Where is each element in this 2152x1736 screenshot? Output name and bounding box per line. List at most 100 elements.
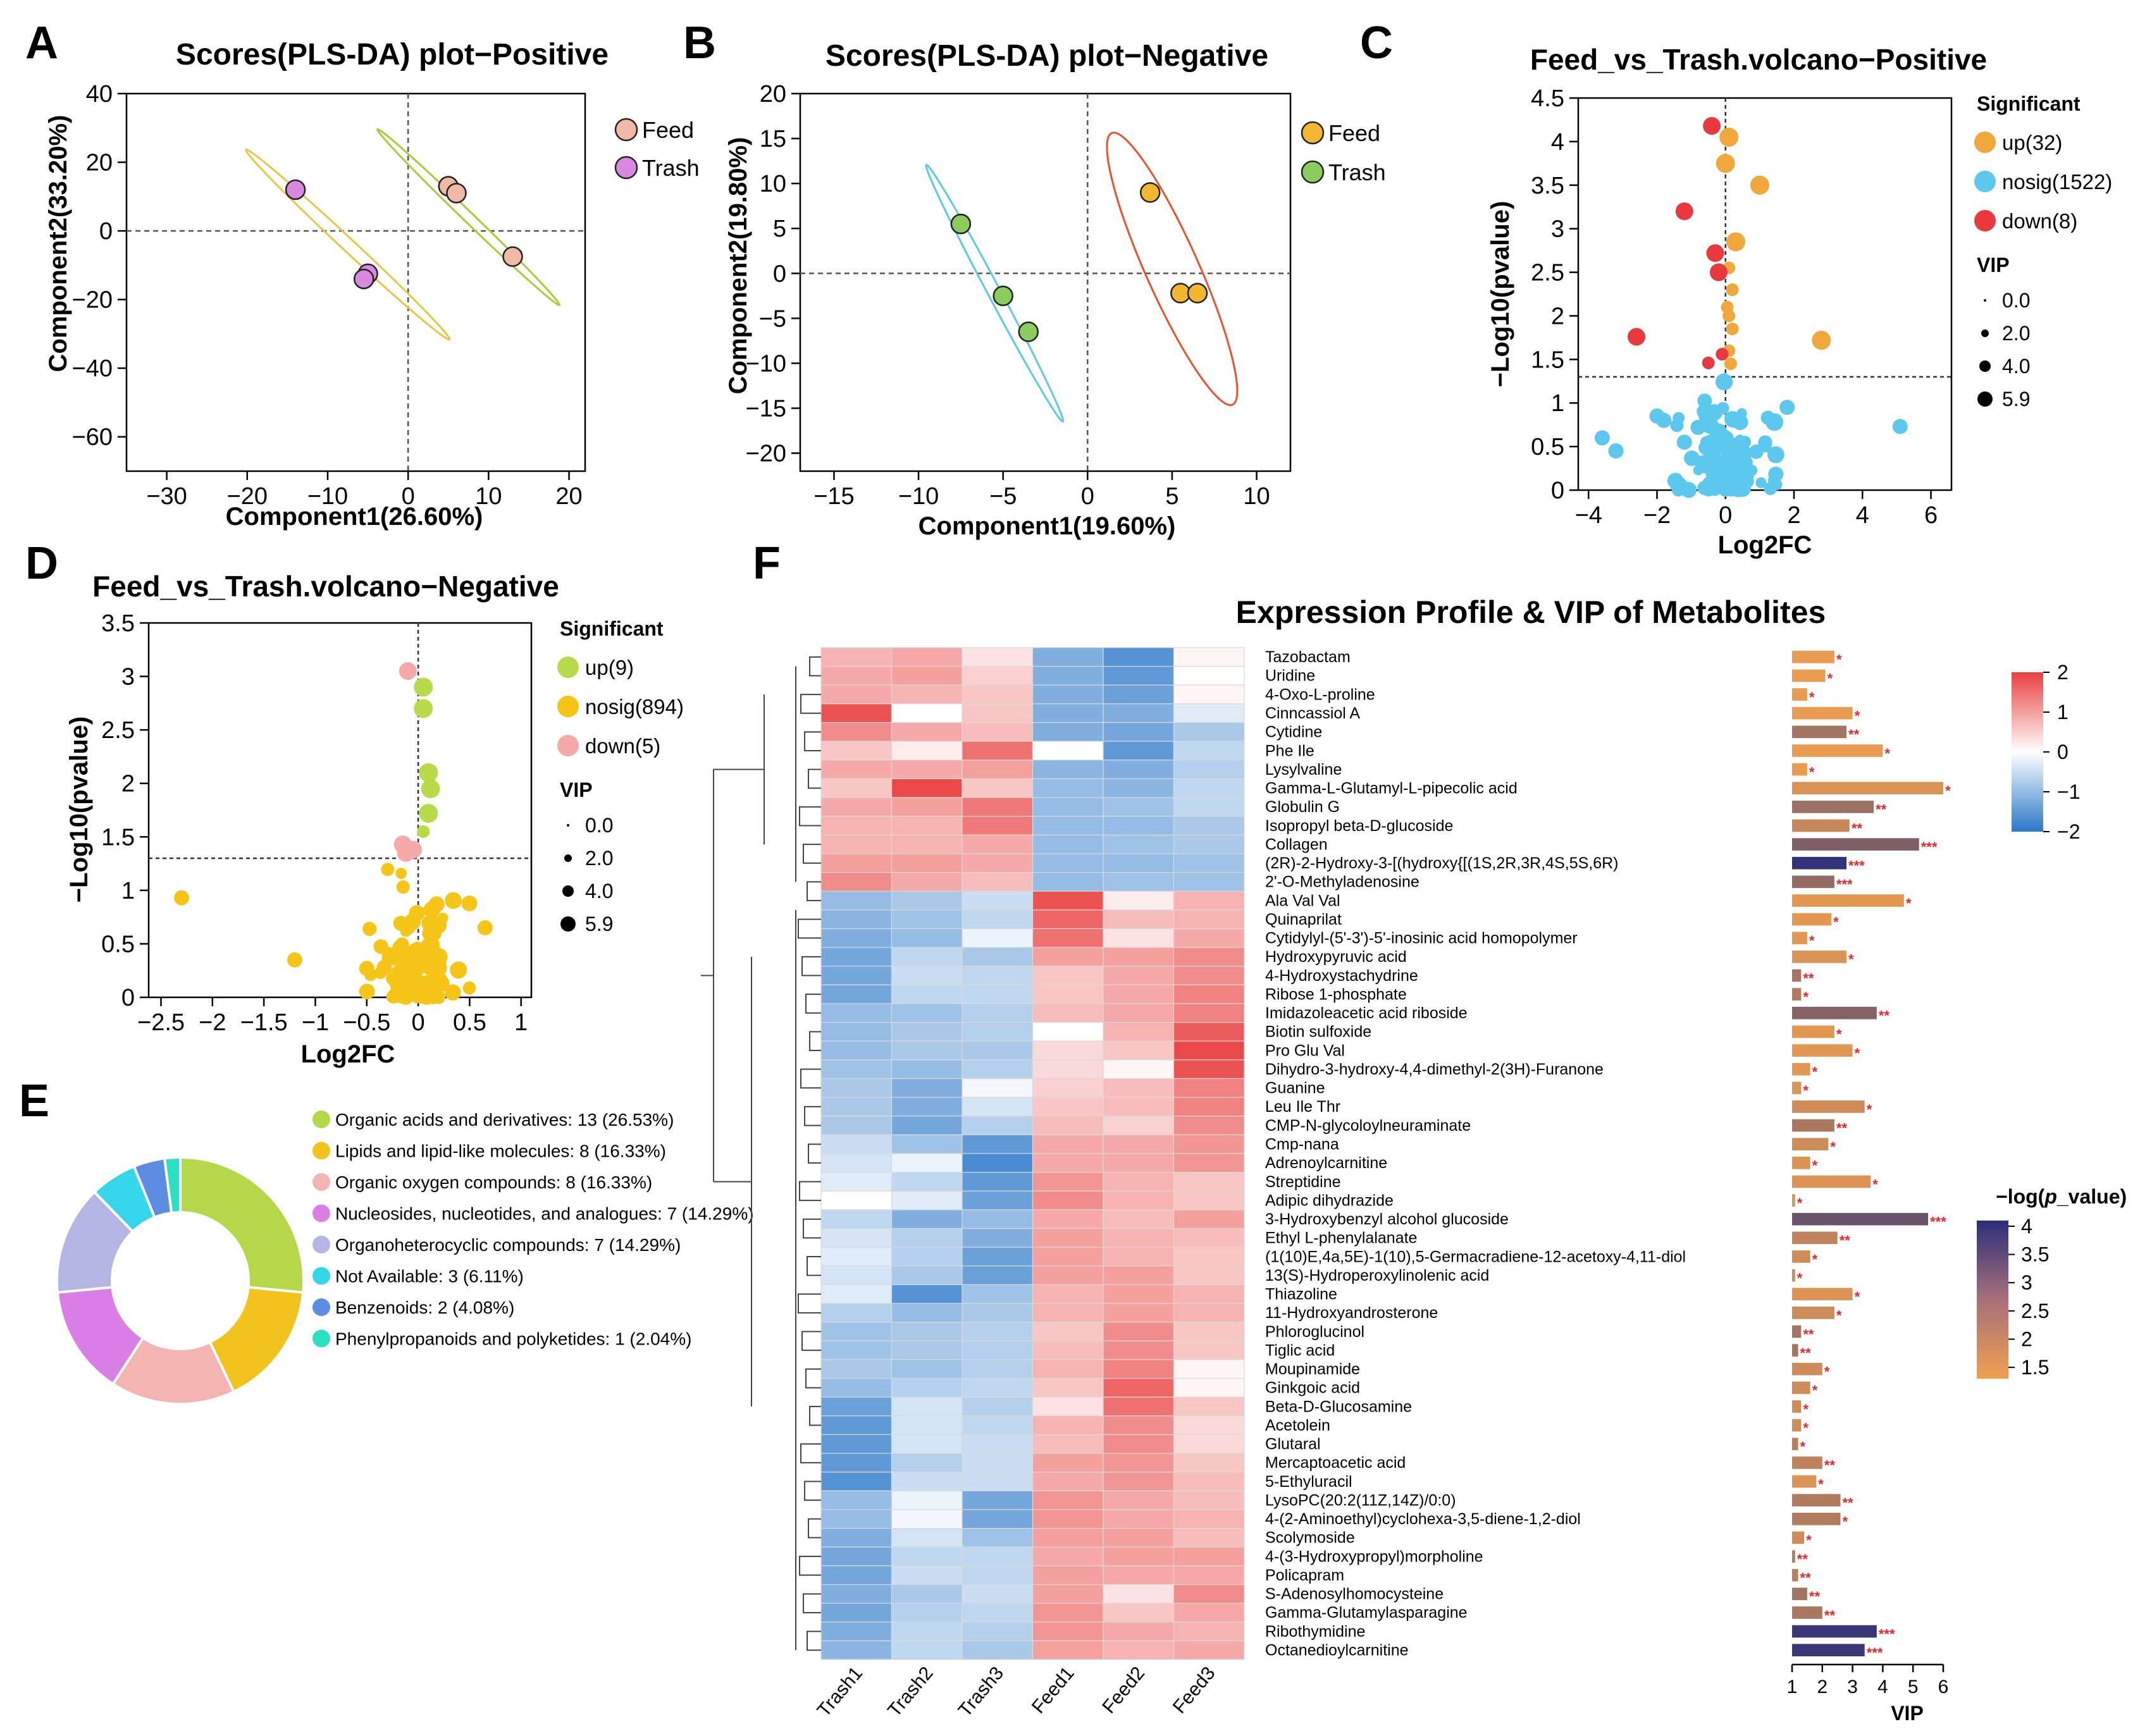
vip-bar [1792, 1437, 1798, 1451]
heatmap-cell [1173, 1584, 1245, 1604]
heatmap-cell [891, 1228, 963, 1248]
heatmap-cell [1032, 1472, 1104, 1491]
metabolite-label: Phe Ile [1265, 742, 1314, 760]
significance-stars: *** [1921, 839, 1938, 855]
heatmap-cell [1173, 1097, 1245, 1117]
heatmap-cell [891, 1078, 963, 1098]
down-metabolite-point [1703, 117, 1721, 135]
nosig-metabolite-point [409, 942, 424, 957]
heatmap-cell [1103, 1359, 1175, 1379]
c-ytick-label: 0 [1551, 477, 1564, 504]
heatmap-cell [820, 1134, 893, 1154]
panel-a: A Scores(PLS-DA) plot−Positive −30 −20 −10… [25, 18, 700, 531]
heatmap-cell [820, 1490, 893, 1510]
heatmap-cell [962, 1153, 1034, 1173]
heatmap-cell [1173, 1377, 1245, 1398]
heatmap-cell [1032, 871, 1104, 892]
vip-bar [1792, 969, 1802, 982]
legend-nosig-marker [1974, 171, 1996, 192]
heatmap-cell [891, 928, 963, 948]
vip-bar [1792, 744, 1883, 757]
legend-up-marker [557, 656, 579, 678]
heatmap-cell [1032, 1040, 1104, 1061]
heatmap-cell [962, 1040, 1034, 1061]
significance-stars: ** [1848, 727, 1860, 742]
heatmap-cell [1103, 984, 1175, 1004]
vip-bar [1792, 1250, 1810, 1263]
nosig-metabolite-point [1769, 450, 1781, 463]
heatmap-cell [1103, 1247, 1175, 1267]
heatmap-cell [891, 966, 963, 985]
heatmap-cell [1173, 1059, 1245, 1080]
metabolite-label: Dihydro-3-hydroxy-4,4-dimethyl-2(3H)-Fur… [1265, 1061, 1604, 1078]
significance-stars: ** [1824, 1608, 1836, 1623]
significance-stars: * [1809, 689, 1815, 705]
vip-bar [1792, 1568, 1798, 1582]
significance-stars: ** [1800, 1570, 1812, 1586]
pvalue-scale-label: 2.5 [2021, 1300, 2049, 1322]
vip-bar [1792, 1288, 1853, 1301]
heatmap-cell [1032, 1322, 1104, 1341]
heatmap-cell [962, 1584, 1034, 1604]
vip-xtick-label: 1 [1787, 1677, 1798, 1697]
a-xtick-label: −30 [146, 483, 187, 510]
donut-legend-marker [312, 1173, 330, 1191]
heat-scale-label: −2 [2057, 820, 2080, 843]
heatmap-cell [962, 1396, 1034, 1417]
heatmap-cell [1032, 1153, 1104, 1173]
heatmap-cell [1173, 1190, 1245, 1210]
d-xtick-label: 1 [514, 1009, 528, 1036]
significance-stars: * [1806, 1532, 1812, 1548]
heatmap-cell [891, 984, 963, 1004]
heatmap-cell [820, 1434, 893, 1454]
c-ytick-label: 1 [1551, 390, 1564, 417]
heatmap-cell [1173, 1040, 1245, 1061]
vip-bar [1792, 1550, 1795, 1563]
nosig-metabolite-point [1718, 483, 1733, 497]
vip-bar [1792, 1006, 1877, 1019]
heatmap-cell [820, 666, 893, 686]
nosig-metabolite-point [1702, 476, 1716, 489]
heatmap-cell [820, 1284, 893, 1304]
heatmap-cell [1032, 984, 1104, 1004]
heatmap-cell [891, 816, 963, 835]
metabolite-label: 4-Hydroxystachydrine [1265, 967, 1418, 985]
vip-bar [1792, 1044, 1853, 1057]
nosig-metabolite-point [1594, 430, 1610, 446]
vip-size-label: 5.9 [2002, 388, 2030, 410]
heatmap-cell [1103, 722, 1175, 742]
heatmap-cell [962, 1059, 1034, 1080]
significance-stars: * [1855, 708, 1860, 724]
significance-stars: * [1803, 1401, 1809, 1417]
nosig-metabolite-point [1736, 460, 1747, 471]
heatmap-cell [891, 1584, 963, 1604]
donut-legend-marker [312, 1267, 330, 1285]
legend-nosig-label: nosig(894) [585, 695, 684, 718]
donut-legend-label: Organic oxygen compounds: 8 (16.33%) [335, 1173, 652, 1192]
nosig-metabolite-point [444, 984, 461, 1000]
significance-stars: * [1836, 652, 1842, 668]
metabolite-label: Acetolein [1265, 1417, 1330, 1434]
heatmap-cell [891, 1415, 963, 1436]
heatmap-cell [1173, 1509, 1245, 1529]
nosig-metabolite-point [1714, 429, 1732, 446]
heatmap-cell [1032, 684, 1104, 705]
legend-up-label: up(9) [585, 656, 634, 679]
heatmap-cell [1032, 1172, 1104, 1191]
vip-xtick-label: 2 [1817, 1677, 1827, 1697]
heatmap-cell [1173, 1546, 1245, 1567]
nosig-metabolite-point [450, 961, 467, 979]
significance-stars: * [1797, 1195, 1803, 1211]
metabolite-label: Adipic dihydrazide [1265, 1191, 1394, 1209]
metabolite-label: Thiazoline [1265, 1286, 1337, 1303]
significance-stars: * [1812, 1064, 1818, 1080]
panel-f-title: Expression Profile & VIP of Metabolites [1236, 594, 1826, 630]
heatmap-cell [820, 1003, 893, 1023]
metabolite-label: Scolymoside [1265, 1529, 1355, 1547]
significance-stars: * [1797, 1270, 1803, 1286]
heatmap-cell [1103, 1040, 1175, 1061]
heatmap-cell [820, 647, 893, 667]
heatmap-cell [962, 1434, 1034, 1454]
nosig-metabolite-point [1736, 476, 1751, 491]
heat-scale-label: 1 [2057, 701, 2069, 723]
